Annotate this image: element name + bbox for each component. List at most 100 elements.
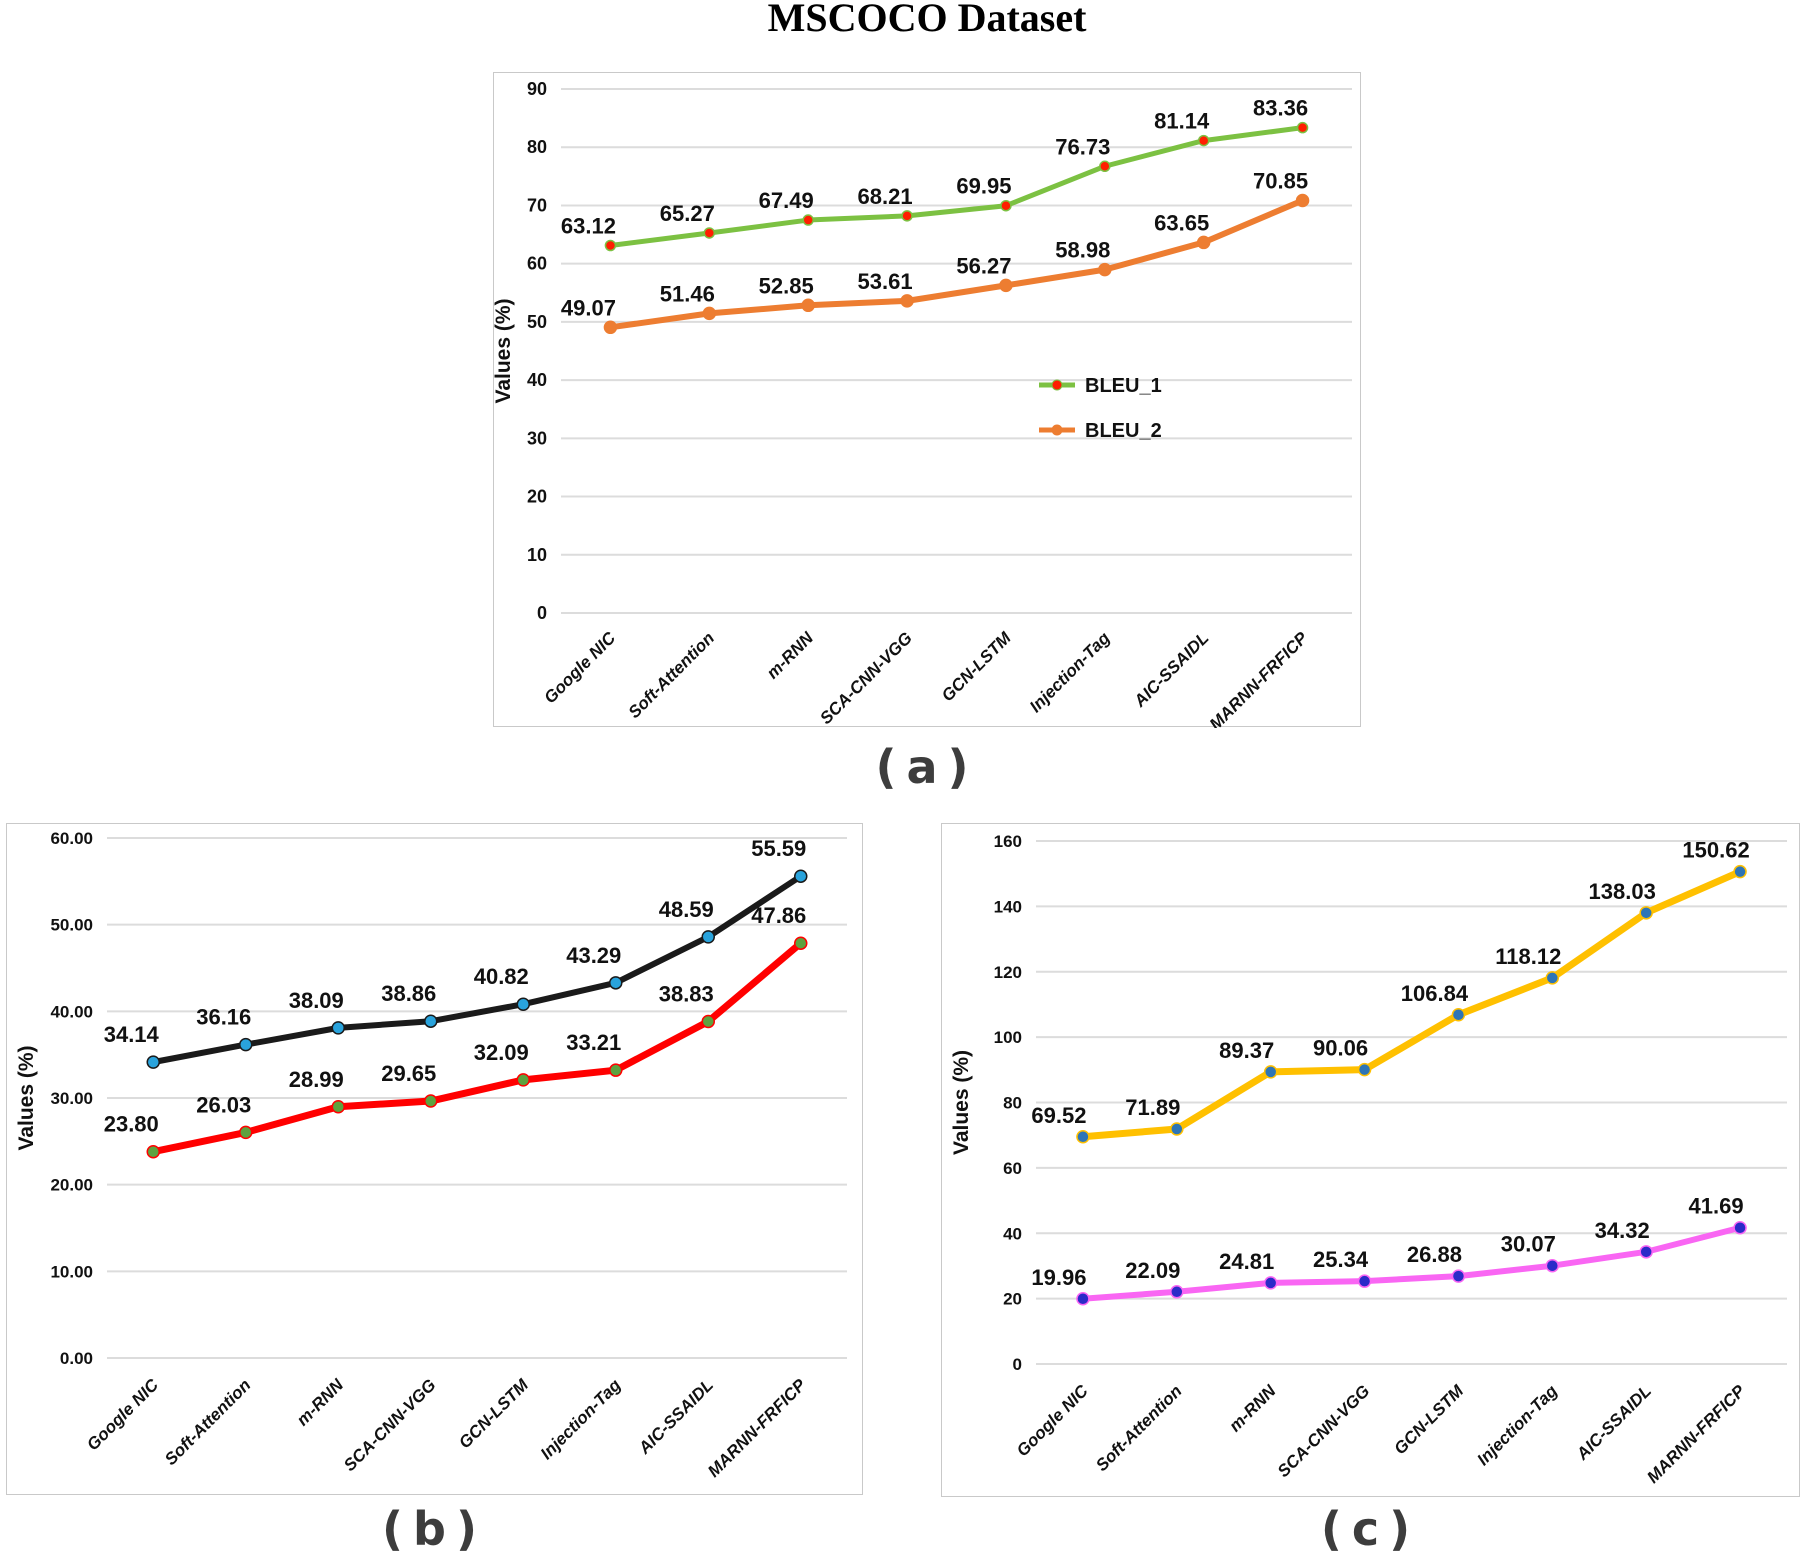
svg-text:80: 80 (527, 137, 547, 157)
chart-panel-b: 0.00 10.00 20.00 30.00 40.00 50.00 60.00 Values… (6, 823, 863, 1495)
chart-c-gridlines: 0 20 40 60 80 100 120 140 160 (994, 832, 1787, 1374)
svg-text:Google NIC: Google NIC (540, 628, 619, 707)
svg-text:63.65: 63.65 (1154, 210, 1209, 235)
svg-text:0: 0 (1013, 1355, 1022, 1374)
svg-text:140: 140 (994, 897, 1022, 916)
svg-text:Soft-Attention: Soft-Attention (161, 1375, 255, 1469)
svg-text:89.37: 89.37 (1219, 1038, 1274, 1063)
svg-text:80: 80 (1003, 1094, 1022, 1113)
svg-text:69.52: 69.52 (1031, 1103, 1086, 1128)
chart-c-series-2: 19.96 22.09 24.81 25.34 26.88 30.07 34.32 41.69 (1031, 1194, 1747, 1306)
svg-text:SCA-CNN-VGG: SCA-CNN-VGG (340, 1375, 440, 1475)
svg-text:34.32: 34.32 (1595, 1218, 1650, 1243)
svg-text:50: 50 (527, 312, 547, 332)
svg-text:38.86: 38.86 (381, 981, 436, 1006)
svg-text:AIC-SSAIDL: AIC-SSAIDL (1572, 1381, 1655, 1464)
svg-text:56.27: 56.27 (956, 253, 1011, 278)
svg-text:24.81: 24.81 (1219, 1249, 1274, 1274)
svg-text:68.21: 68.21 (858, 184, 913, 209)
chart-a-y-axis-title: Values (%) (494, 298, 515, 403)
svg-text:BLEU_1: BLEU_1 (1085, 375, 1162, 397)
svg-text:Soft-Attention: Soft-Attention (1092, 1381, 1186, 1475)
chart-panel-c: 0 20 40 60 80 100 120 140 160 Values (%) Google NI… (941, 823, 1800, 1497)
caption-b: (b) (382, 1502, 487, 1556)
chart-a-legend: BLEU_1 BLEU_2 (1039, 375, 1162, 442)
svg-text:43.29: 43.29 (566, 943, 621, 968)
svg-text:50.00: 50.00 (50, 916, 93, 935)
svg-text:AIC-SSAIDL: AIC-SSAIDL (1130, 628, 1213, 711)
svg-text:20: 20 (527, 487, 547, 507)
svg-text:10: 10 (527, 545, 547, 565)
svg-text:10.00: 10.00 (50, 1262, 93, 1281)
chart-a-x-labels: Google NIC Soft-Attention m-RNN SCA-CNN-VGG… (540, 628, 1312, 734)
svg-text:65.27: 65.27 (660, 201, 715, 226)
svg-text:30.00: 30.00 (50, 1089, 93, 1108)
svg-text:138.03: 138.03 (1589, 879, 1656, 904)
chart-a-gridlines: 0 10 20 30 40 50 60 70 80 90 (527, 79, 1352, 623)
svg-text:19.96: 19.96 (1031, 1265, 1086, 1290)
svg-text:GCN-LSTM: GCN-LSTM (938, 628, 1015, 705)
svg-text:38.09: 38.09 (289, 988, 344, 1013)
svg-text:52.85: 52.85 (759, 273, 814, 298)
chart-a-series-2: 49.07 51.46 52.85 53.61 56.27 58.98 63.65 70.85 (561, 168, 1310, 335)
svg-text:0.00: 0.00 (60, 1349, 93, 1368)
svg-text:60: 60 (1003, 1159, 1022, 1178)
svg-text:49.07: 49.07 (561, 295, 616, 320)
svg-text:28.99: 28.99 (289, 1067, 344, 1092)
chart-c-x-labels: Google NIC Soft-Attention m-RNNSCA-CNN-VGG… (1013, 1381, 1749, 1487)
svg-text:47.86: 47.86 (751, 903, 806, 928)
svg-text:100: 100 (994, 1028, 1022, 1047)
svg-text:63.12: 63.12 (561, 214, 616, 239)
svg-text:118.12: 118.12 (1495, 944, 1561, 969)
svg-text:Injection-Tag: Injection-Tag (1473, 1381, 1561, 1469)
svg-text:67.49: 67.49 (759, 188, 814, 213)
svg-text:160: 160 (994, 832, 1022, 851)
svg-text:20.00: 20.00 (50, 1176, 93, 1195)
svg-text:MARNN-FRFICP: MARNN-FRFICP (1206, 628, 1312, 728)
chart-c-series-1: 69.52 71.89 89.37 90.06 106.84 118.12 138.03 15… (1031, 838, 1750, 1144)
svg-text:Google NIC: Google NIC (83, 1375, 162, 1454)
svg-text:51.46: 51.46 (660, 281, 715, 306)
svg-text:Google NIC: Google NIC (1013, 1381, 1092, 1460)
svg-text:m-RNN: m-RNN (763, 628, 818, 683)
svg-text:90: 90 (527, 79, 547, 99)
svg-text:34.14: 34.14 (104, 1022, 160, 1047)
svg-text:106.84: 106.84 (1401, 981, 1469, 1006)
svg-text:Injection-Tag: Injection-Tag (537, 1375, 625, 1463)
svg-text:32.09: 32.09 (474, 1040, 529, 1065)
svg-text:40.00: 40.00 (50, 1002, 93, 1021)
svg-text:55.59: 55.59 (751, 836, 806, 861)
svg-text:0: 0 (537, 603, 547, 623)
chart-panel-a: 0 10 20 30 40 50 60 70 80 90 Values (%) Google NIC S… (492, 72, 1361, 734)
chart-b-y-axis-title: Values (%) (15, 1045, 38, 1150)
svg-text:48.59: 48.59 (659, 897, 714, 922)
svg-text:58.98: 58.98 (1055, 238, 1110, 263)
svg-text:69.95: 69.95 (956, 174, 1011, 199)
chart-b-series-2: 23.80 26.03 28.99 29.65 32.09 33.21 38.83 47.86 (104, 903, 808, 1159)
svg-text:70: 70 (527, 195, 547, 215)
svg-text:53.61: 53.61 (858, 269, 913, 294)
svg-text:60: 60 (527, 254, 547, 274)
svg-text:60.00: 60.00 (50, 829, 93, 848)
svg-text:25.34: 25.34 (1313, 1247, 1369, 1272)
svg-text:150.62: 150.62 (1682, 838, 1749, 863)
svg-text:36.16: 36.16 (196, 1005, 251, 1030)
svg-text:22.09: 22.09 (1125, 1258, 1180, 1283)
svg-text:GCN-LSTM: GCN-LSTM (1390, 1381, 1467, 1458)
svg-text:30: 30 (527, 428, 547, 448)
svg-text:29.65: 29.65 (381, 1061, 436, 1086)
chart-c-canvas: 0 20 40 60 80 100 120 140 160 Values (%) Google NI… (950, 832, 1787, 1487)
svg-text:26.88: 26.88 (1407, 1242, 1462, 1267)
caption-a: (a) (875, 740, 979, 794)
svg-text:81.14: 81.14 (1154, 109, 1210, 134)
chart-b-canvas: 0.00 10.00 20.00 30.00 40.00 50.00 60.00 Values… (15, 829, 847, 1481)
chart-b-series-1: 34.14 36.16 38.09 38.86 40.82 43.29 48.59 55.59 (104, 836, 808, 1069)
svg-text:41.69: 41.69 (1689, 1194, 1744, 1219)
svg-text:BLEU_2: BLEU_2 (1085, 420, 1162, 442)
chart-c-y-axis-title: Values (%) (950, 1050, 973, 1155)
svg-text:SCA-CNN-VGG: SCA-CNN-VGG (1274, 1381, 1374, 1481)
svg-text:71.89: 71.89 (1125, 1095, 1180, 1120)
caption-c: (c) (1320, 1502, 1421, 1556)
svg-text:120: 120 (994, 963, 1022, 982)
